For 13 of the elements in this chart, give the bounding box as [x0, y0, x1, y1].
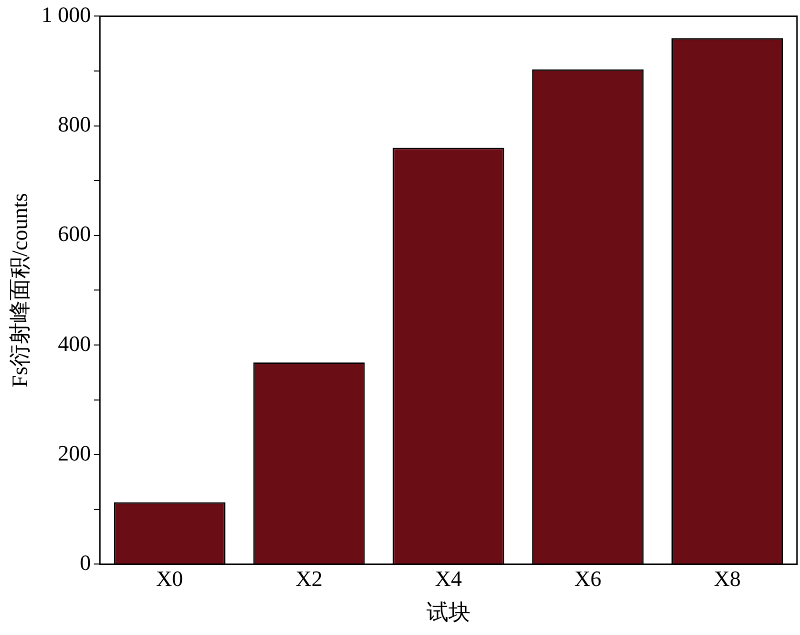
x-tick-label: X6: [574, 566, 602, 592]
y-tick-label: 0: [80, 550, 91, 575]
x-tick-label: X2: [296, 566, 322, 592]
x-axis-title: 试块: [426, 600, 470, 625]
x-tick-label: X0: [156, 566, 184, 592]
y-tick-label: 600: [58, 221, 91, 246]
y-tick-label: 1 000: [41, 2, 91, 27]
x-tick-label: X8: [714, 566, 741, 592]
y-tick-label: 200: [58, 440, 91, 466]
y-axis-title: Fs衍射峰面积/counts: [6, 193, 32, 388]
y-tick-label: 800: [58, 112, 91, 137]
x-tick-label: X4: [435, 566, 462, 592]
y-tick-label: 400: [58, 330, 91, 356]
